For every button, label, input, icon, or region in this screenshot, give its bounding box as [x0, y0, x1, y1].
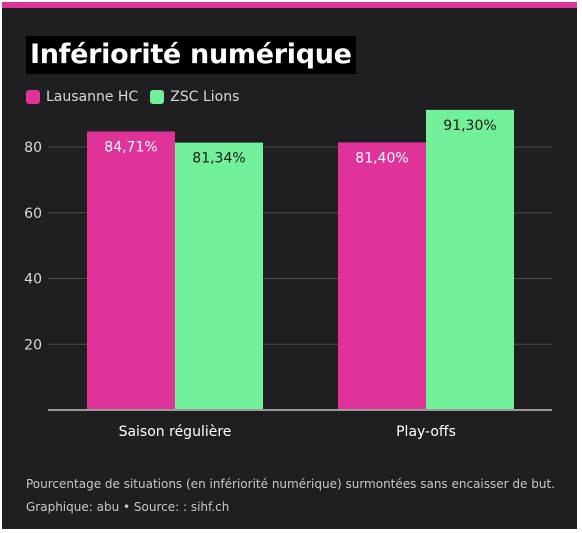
y-tick-label: 60 — [24, 206, 42, 222]
y-tick-label: 20 — [24, 337, 42, 353]
chart-footnote: Pourcentage de situations (en infériorit… — [26, 477, 555, 491]
legend-item-lausanne: Lausanne HC — [26, 89, 138, 105]
bar-value-label: 91,30% — [443, 118, 496, 134]
chart-credit: Graphique: abu • Source: : sihf.ch — [26, 500, 230, 514]
bar-value-label: 81,34% — [192, 151, 245, 167]
y-tick-label: 40 — [24, 272, 42, 288]
bar-value-label: 81,40% — [355, 150, 408, 166]
legend-label-zsc: ZSC Lions — [170, 89, 240, 105]
x-tick-label: Play-offs — [396, 424, 456, 440]
y-tick-label: 80 — [24, 140, 42, 156]
bar-0-1 — [338, 142, 426, 410]
bar-value-label: 84,71% — [104, 140, 157, 156]
x-tick-label: Saison régulière — [119, 424, 232, 440]
legend-swatch-lausanne — [26, 90, 40, 104]
legend-swatch-zsc — [150, 90, 165, 104]
legend: Lausanne HC ZSC Lions — [26, 89, 251, 105]
bar-0-0 — [87, 131, 175, 410]
bar-1-0 — [175, 142, 263, 410]
legend-item-zsc: ZSC Lions — [150, 89, 239, 105]
bar-1-1 — [426, 109, 514, 410]
legend-label-lausanne: Lausanne HC — [46, 89, 139, 105]
chart-title: Infériorité numérique — [26, 36, 356, 74]
